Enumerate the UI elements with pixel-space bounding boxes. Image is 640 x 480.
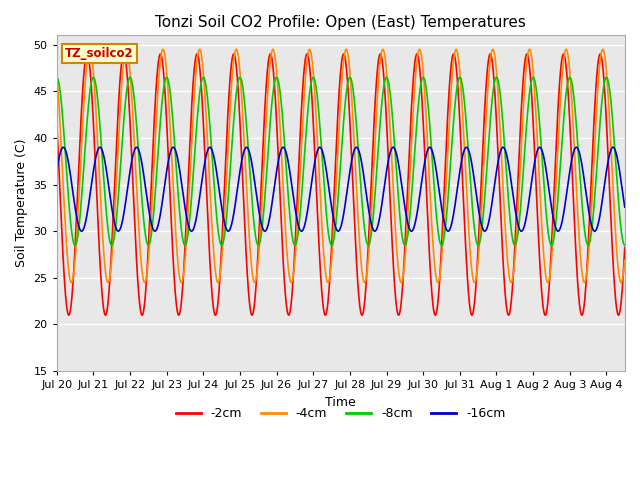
-4cm <box>549 240 557 245</box>
-4cm <box>104 280 112 286</box>
-16cm <box>261 228 269 234</box>
-8cm <box>118 149 125 155</box>
-2cm <box>152 100 159 106</box>
-4cm <box>610 203 618 209</box>
Line: -8cm: -8cm <box>57 77 625 245</box>
-2cm <box>621 245 628 251</box>
-4cm <box>152 132 159 138</box>
-4cm <box>296 184 303 190</box>
-16cm <box>53 168 61 174</box>
-16cm <box>152 228 159 234</box>
-2cm <box>271 86 278 92</box>
Line: -2cm: -2cm <box>57 54 625 315</box>
-4cm <box>271 52 278 58</box>
-4cm <box>379 47 387 52</box>
-8cm <box>152 191 159 196</box>
-2cm <box>548 221 556 227</box>
-16cm <box>609 144 617 150</box>
-8cm <box>295 221 303 227</box>
-2cm <box>53 119 61 124</box>
-8cm <box>610 130 618 136</box>
Y-axis label: Soil Temperature (C): Soil Temperature (C) <box>15 139 28 267</box>
-16cm <box>296 226 303 231</box>
-4cm <box>621 257 628 263</box>
-8cm <box>548 241 556 247</box>
Text: TZ_soilco2: TZ_soilco2 <box>65 47 134 60</box>
-2cm <box>266 51 274 57</box>
-4cm <box>118 82 125 87</box>
Title: Tonzi Soil CO2 Profile: Open (East) Temperatures: Tonzi Soil CO2 Profile: Open (East) Temp… <box>156 15 526 30</box>
-8cm <box>53 74 61 80</box>
-16cm <box>548 211 556 217</box>
-2cm <box>296 149 303 155</box>
-2cm <box>610 271 618 277</box>
-4cm <box>53 69 61 74</box>
Line: -16cm: -16cm <box>57 147 625 231</box>
Legend: -2cm, -4cm, -8cm, -16cm: -2cm, -4cm, -8cm, -16cm <box>171 402 511 425</box>
Line: -4cm: -4cm <box>57 49 625 283</box>
-16cm <box>118 222 125 228</box>
-2cm <box>614 312 622 318</box>
-16cm <box>610 145 618 151</box>
-16cm <box>621 204 628 210</box>
-8cm <box>621 242 628 248</box>
-8cm <box>271 80 278 85</box>
-2cm <box>118 61 125 67</box>
-16cm <box>271 181 278 187</box>
X-axis label: Time: Time <box>325 396 356 408</box>
